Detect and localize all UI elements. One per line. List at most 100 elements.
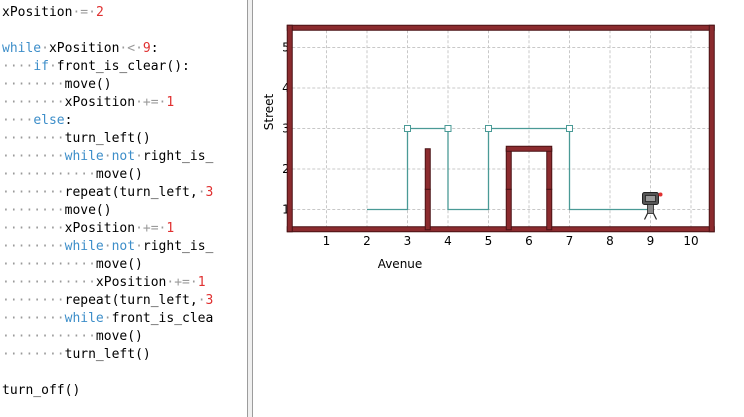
code-token: 1	[166, 95, 175, 110]
code-token: move()	[64, 203, 112, 218]
code-editor[interactable]: xPosition·=·2 while·xPosition·<·9: ····if·…	[0, 0, 247, 417]
code-line: turn_off()	[2, 382, 80, 400]
code-line: xPosition·=·2	[2, 4, 104, 22]
code-token: else	[33, 113, 65, 128]
code-token: while	[64, 149, 104, 164]
code-token: ·	[197, 185, 206, 200]
code-line: ········xPosition·+=·1	[2, 94, 174, 112]
code-line: ············move()	[2, 166, 143, 184]
avenue-number: 10	[683, 234, 698, 248]
code-token: ·+=·	[135, 221, 167, 236]
avenue-number: 8	[606, 234, 614, 248]
code-token: not	[111, 239, 136, 254]
code-token: right_is_	[142, 149, 214, 164]
indent-dots: ········	[2, 185, 65, 200]
robot-antenna-light	[658, 192, 663, 197]
indent-dots: ········	[2, 131, 65, 146]
trace-corner-marker	[444, 125, 452, 132]
code-token: turn_left()	[64, 347, 151, 362]
indent-dots: ············	[2, 275, 96, 290]
code-token: ·	[103, 149, 112, 164]
wall-vertical	[546, 148, 553, 190]
code-token: ·	[197, 293, 206, 308]
code-token: while	[2, 41, 42, 56]
code-token: :	[150, 41, 159, 56]
code-line: while·xPosition·<·9:	[2, 40, 159, 58]
avenue-axis-label: Avenue	[378, 257, 423, 271]
wall-vertical	[505, 188, 512, 231]
code-line: ············move()	[2, 328, 143, 346]
code-token: ·=·	[72, 5, 96, 20]
outer-wall-east	[708, 24, 715, 233]
code-token: ·	[135, 149, 143, 164]
code-line: ····else:	[2, 112, 72, 130]
code-line: ········xPosition·+=·1	[2, 220, 174, 238]
code-line: ········repeat(turn_left,·3	[2, 292, 213, 310]
code-token: 1	[197, 275, 206, 290]
robot-eye-panel	[645, 195, 656, 202]
code-token: repeat(turn_left,	[64, 293, 198, 308]
street-number: 5	[282, 41, 290, 55]
code-token: while	[64, 239, 104, 254]
pane-splitter[interactable]	[247, 0, 253, 417]
indent-dots: ········	[2, 347, 65, 362]
robot-leg	[652, 213, 658, 220]
code-token: ·	[41, 41, 49, 56]
code-token: 3	[205, 185, 214, 200]
code-token: ·+=·	[135, 95, 167, 110]
indent-dots: ········	[2, 311, 65, 326]
code-token: ·+=·	[166, 275, 198, 290]
code-token: xPosition	[48, 41, 120, 56]
code-token: move()	[95, 257, 143, 272]
code-token: move()	[95, 329, 143, 344]
code-token: if	[33, 59, 49, 74]
street-number: 3	[282, 122, 290, 136]
code-line: ········while·not·right_is_	[2, 238, 213, 256]
avenue-number: 9	[647, 234, 655, 248]
trace-corner-marker	[404, 125, 411, 132]
code-token: xPosition	[2, 5, 73, 20]
code-line: ············move()	[2, 256, 143, 274]
avenue-number-labels: 1 2 3 4 5 6 7 8 9 10	[323, 234, 699, 248]
code-token: 9	[142, 41, 151, 56]
indent-dots: ········	[2, 293, 65, 308]
indent-dots: ········	[2, 203, 65, 218]
indent-dots: ········	[2, 221, 65, 236]
code-token: ·	[103, 239, 112, 254]
avenue-number: 7	[566, 234, 574, 248]
code-token: ·	[135, 239, 143, 254]
code-token: right_is_	[142, 239, 214, 254]
code-token: ·<·	[119, 41, 143, 56]
code-line: ········move()	[2, 76, 112, 94]
world-canvas: Street Avenue 1 2 3 4 5 1 2 3 4 5 6 7 8 9 10	[262, 24, 715, 271]
code-line: ········repeat(turn_left,·3	[2, 184, 213, 202]
wall-horizontal	[505, 145, 553, 152]
robot-leg	[643, 213, 649, 220]
code-token: not	[111, 149, 136, 164]
outer-wall-west	[286, 24, 293, 233]
street-number: 1	[282, 203, 290, 217]
code-token: turn_left()	[64, 131, 151, 146]
trace-path	[367, 127, 651, 211]
world-panel: Street Avenue 1 2 3 4 5 1 2 3 4 5 6 7 8 9 10	[253, 0, 744, 417]
avenue-number: 6	[525, 234, 533, 248]
code-token: front_is_clear():	[56, 59, 190, 74]
wall-vertical	[546, 188, 553, 231]
code-token: 2	[95, 5, 104, 20]
code-line: ········while·not·right_is_	[2, 148, 213, 166]
indent-dots: ············	[2, 167, 96, 182]
avenue-number: 5	[485, 234, 493, 248]
code-token: ·	[103, 311, 112, 326]
robot-trace	[367, 125, 651, 211]
code-line: ····if·front_is_clear():	[2, 58, 190, 76]
indent-dots: ········	[2, 239, 65, 254]
avenue-number: 4	[444, 234, 452, 248]
street-number-labels: 1 2 3 4 5	[282, 41, 290, 217]
code-token: ·	[48, 59, 57, 74]
wall-vertical	[505, 148, 512, 190]
avenue-number: 1	[323, 234, 331, 248]
code-token: xPosition	[64, 221, 136, 236]
indent-dots: ············	[2, 329, 96, 344]
code-token: front_is_clea	[111, 311, 214, 326]
code-token: xPosition	[95, 275, 167, 290]
